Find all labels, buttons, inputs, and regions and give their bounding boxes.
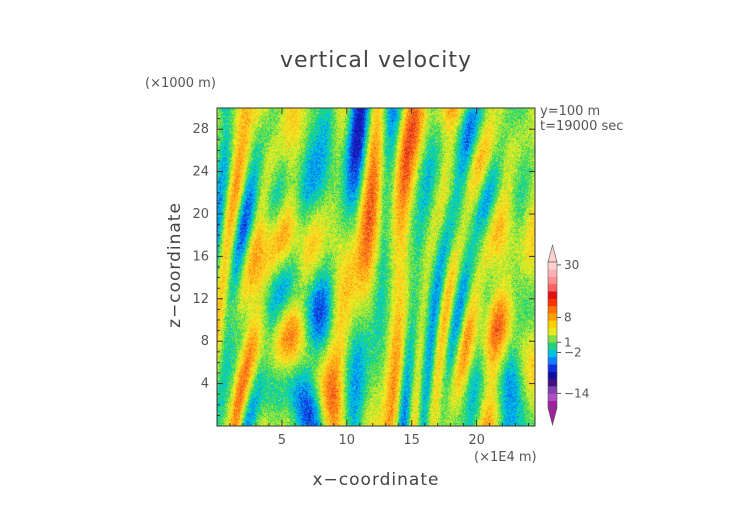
colorbar-extend-top — [547, 243, 558, 263]
colorbar-label: −2 — [564, 346, 582, 360]
x-axis-unit: (×1E4 m) — [474, 450, 537, 465]
y-axis-unit: (×1000 m) — [145, 76, 216, 91]
x-tick-label: 5 — [278, 433, 286, 448]
x-tick-label: 15 — [403, 433, 420, 448]
colorbar-segment — [548, 342, 557, 350]
y-tick-label: 8 — [201, 334, 209, 349]
y-tick-label: 4 — [201, 377, 209, 392]
colorbar-segment — [548, 276, 557, 285]
x-tick-label: 10 — [339, 433, 356, 448]
colorbar-segment — [548, 291, 557, 299]
colorbar-label: 1 — [564, 335, 572, 349]
colorbar-segment — [548, 335, 557, 343]
colorbar-segment — [548, 298, 557, 307]
colorbar-segment — [548, 378, 557, 387]
colorbar-segment — [548, 262, 557, 270]
colorbar-segment — [548, 305, 557, 314]
colorbar-segment — [548, 356, 557, 365]
y-position-annotation: y=100 m — [540, 104, 601, 119]
time-annotation: t=19000 sec — [540, 119, 624, 134]
y-tick-label: 28 — [192, 122, 209, 137]
colorbar-segment — [548, 320, 557, 328]
colorbar-frame — [547, 261, 558, 409]
colorbar-label: 8 — [564, 310, 572, 324]
colorbar-segment — [548, 400, 557, 409]
colorbar-extend-bottom — [547, 407, 558, 427]
velocity-field-heatmap — [217, 108, 535, 426]
colorbar-label: 30 — [564, 258, 579, 272]
y-tick-label: 24 — [192, 165, 209, 180]
chart-title: vertical velocity — [279, 48, 472, 73]
colorbar-segment — [548, 327, 557, 336]
colorbar-segment — [548, 371, 557, 380]
plot-frame — [216, 107, 536, 427]
y-tick-label: 16 — [192, 249, 209, 264]
colorbar-segment — [548, 364, 557, 372]
x-tick-label: 20 — [468, 433, 485, 448]
x-axis-label: x−coordinate — [312, 470, 440, 490]
colorbar-segment — [548, 393, 557, 401]
colorbar-segment — [548, 313, 557, 321]
colorbar-segment — [548, 269, 557, 277]
colorbar-label: −14 — [564, 386, 589, 400]
y-tick-label: 12 — [192, 292, 209, 307]
colorbar-segment — [548, 386, 557, 394]
colorbar-segment — [548, 349, 557, 358]
colorbar-segment — [548, 283, 557, 292]
y-tick-label: 20 — [192, 207, 209, 222]
